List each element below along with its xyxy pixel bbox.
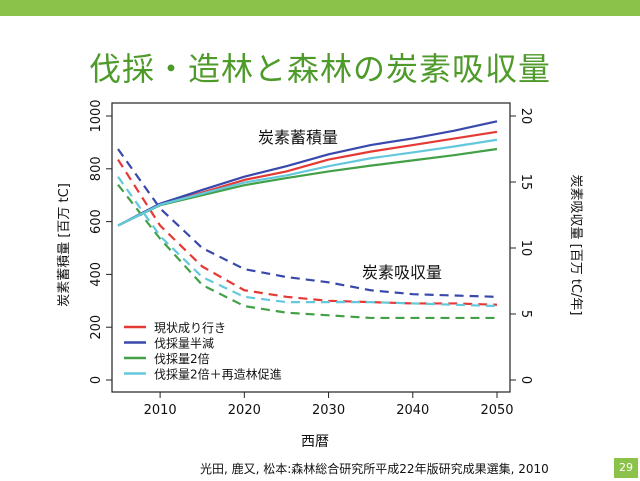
- absorption-line-0: [117, 158, 498, 306]
- stock-line-1: [117, 120, 498, 227]
- absorption-line-3: [117, 176, 498, 308]
- x-tick-label: 2020: [228, 403, 261, 418]
- y-axis-label-right: 炭素吸収量 [百万 tC/年]: [568, 175, 583, 316]
- annotation-stock: 炭素蓄積量: [258, 128, 338, 147]
- legend-label-3: 伐採量2倍＋再造林促進: [154, 367, 282, 382]
- legend-label-0: 現状成り行き: [154, 321, 226, 335]
- absorption-line-2: [117, 183, 497, 320]
- page-number: 29: [614, 458, 638, 478]
- absorption-line-1: [117, 148, 498, 298]
- y-axis-label-left: 炭素蓄積量 [百万 tC]: [57, 183, 72, 307]
- x-axis-label: 西暦: [301, 434, 329, 450]
- y-right-tick-label: 5: [518, 310, 533, 318]
- page-title: 伐採・造林と森林の炭素吸収量: [88, 50, 551, 88]
- x-tick-label: 2040: [396, 403, 429, 418]
- y-left-tick-label: 1000: [89, 99, 104, 132]
- y-left-tick-label: 800: [89, 156, 104, 181]
- y-left-tick-label: 0: [89, 376, 104, 384]
- x-tick-label: 2010: [144, 403, 177, 418]
- y-left-tick-label: 400: [89, 262, 104, 287]
- y-right-tick-label: 20: [518, 108, 533, 125]
- top-accent-bar: [0, 0, 640, 16]
- x-tick-label: 2050: [480, 403, 513, 418]
- legend-label-2: 伐採量2倍: [154, 351, 210, 366]
- y-right-tick-label: 10: [518, 240, 533, 257]
- legend-label-1: 伐採量半減: [154, 336, 214, 351]
- y-left-tick-label: 600: [89, 209, 104, 234]
- annotation-absorption: 炭素吸収量: [362, 263, 442, 282]
- x-tick-label: 2030: [312, 403, 345, 418]
- source-citation: 光田, 鹿又, 松本:森林総合研究所平成22年版研究成果選集, 2010: [200, 462, 549, 476]
- y-right-tick-label: 15: [518, 174, 533, 191]
- stock-line-3: [117, 138, 498, 227]
- y-left-tick-label: 200: [89, 315, 104, 340]
- y-right-tick-label: 0: [518, 376, 533, 384]
